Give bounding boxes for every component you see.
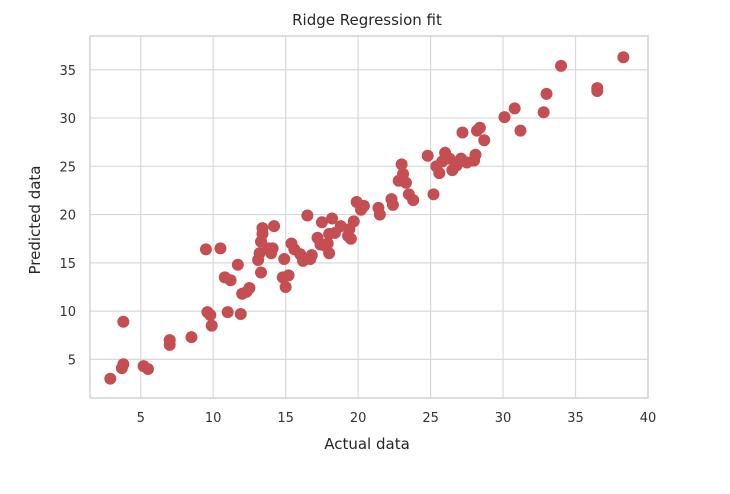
data-point — [256, 222, 269, 235]
data-point — [321, 237, 334, 250]
tick-labels: 5 10 15 20 25 30 35 40 5 10 15 20 25 30 35 — [59, 64, 656, 426]
data-point — [234, 308, 247, 321]
data-point — [163, 334, 176, 347]
data-point — [305, 249, 318, 262]
data-points — [104, 51, 630, 385]
data-point — [469, 148, 482, 161]
x-axis-label: Actual data — [324, 435, 410, 453]
data-point — [214, 242, 227, 255]
data-point — [473, 121, 486, 134]
data-point — [344, 232, 357, 245]
data-point — [268, 220, 281, 233]
data-point — [231, 258, 244, 271]
data-point — [456, 126, 469, 139]
y-tick-label: 5 — [68, 353, 76, 368]
data-point — [537, 106, 550, 119]
data-point — [326, 212, 339, 225]
data-point — [514, 124, 527, 137]
data-point — [399, 176, 412, 189]
x-tick-label: 20 — [350, 411, 367, 426]
data-point — [357, 199, 370, 212]
data-point — [199, 243, 212, 256]
y-tick-label: 20 — [59, 209, 76, 224]
data-point — [555, 59, 568, 72]
data-point — [421, 149, 434, 162]
data-point — [204, 308, 217, 321]
data-point — [427, 188, 440, 201]
data-point — [395, 158, 408, 171]
x-tick-label: 10 — [205, 411, 222, 426]
y-tick-label: 15 — [59, 257, 76, 272]
data-point — [540, 87, 553, 100]
x-tick-label: 30 — [495, 411, 512, 426]
data-point — [117, 315, 130, 328]
data-point — [243, 281, 256, 294]
data-point — [282, 269, 295, 282]
data-point — [104, 372, 117, 385]
data-point — [323, 247, 336, 260]
data-point — [255, 266, 268, 279]
data-point — [301, 209, 314, 222]
data-point — [498, 111, 511, 124]
data-point — [185, 331, 198, 344]
data-point — [508, 102, 521, 115]
x-tick-label: 25 — [422, 411, 439, 426]
data-point — [266, 242, 279, 255]
data-point — [315, 216, 328, 229]
x-tick-label: 15 — [277, 411, 294, 426]
data-point — [478, 134, 491, 147]
data-point — [224, 274, 237, 287]
data-point — [407, 194, 420, 207]
y-tick-label: 35 — [59, 64, 76, 79]
plot-frame — [89, 35, 649, 399]
x-tick-label: 40 — [640, 411, 657, 426]
data-point — [591, 85, 604, 98]
y-tick-label: 10 — [59, 305, 76, 320]
y-tick-label: 25 — [59, 160, 76, 175]
y-tick-label: 30 — [59, 112, 76, 127]
y-axis-label: Predicted data — [26, 166, 44, 275]
data-point — [373, 208, 386, 221]
data-point — [205, 319, 218, 332]
data-point — [347, 215, 360, 228]
chart-title: Ridge Regression fit — [292, 11, 442, 29]
data-point — [278, 252, 291, 265]
x-tick-label: 5 — [137, 411, 145, 426]
data-point — [433, 167, 446, 180]
data-point — [221, 306, 234, 319]
data-point — [141, 363, 154, 376]
data-point — [279, 280, 292, 293]
data-point — [617, 51, 630, 64]
data-point — [386, 198, 399, 211]
data-point — [117, 358, 130, 371]
x-tick-label: 35 — [567, 411, 584, 426]
